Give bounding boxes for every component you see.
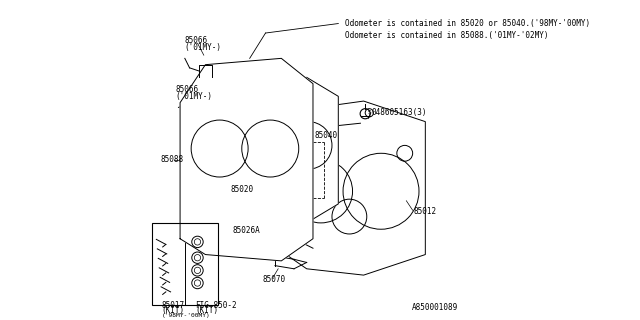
Text: Odometer is contained in 85088.('01MY-'02MY): Odometer is contained in 85088.('01MY-'0… [344, 31, 548, 40]
Text: FIG.850-2: FIG.850-2 [195, 301, 237, 310]
Text: 85066: 85066 [185, 36, 208, 45]
Text: ('98MY-'00MY): ('98MY-'00MY) [162, 313, 211, 318]
Bar [152, 223, 218, 305]
Text: 85070: 85070 [262, 276, 285, 284]
Text: 85026A: 85026A [232, 226, 260, 235]
Polygon shape [225, 77, 339, 223]
Polygon shape [286, 101, 426, 275]
Text: 85040: 85040 [315, 132, 338, 140]
Text: 85012: 85012 [413, 207, 436, 216]
Text: 85020: 85020 [230, 185, 254, 194]
Text: (KIT): (KIT) [195, 306, 218, 316]
Text: 85088: 85088 [161, 155, 184, 164]
Text: A850001089: A850001089 [412, 302, 458, 311]
Text: 85066: 85066 [175, 85, 198, 94]
Text: S: S [367, 110, 371, 115]
Text: ('01MY-): ('01MY-) [185, 43, 222, 52]
Text: 048605163(3): 048605163(3) [372, 108, 427, 117]
Text: Odometer is contained in 85020 or 85040.('98MY-'00MY): Odometer is contained in 85020 or 85040.… [344, 19, 589, 28]
Text: 85017: 85017 [162, 301, 185, 310]
Text: (KIT): (KIT) [162, 306, 185, 316]
Text: ('01MY-): ('01MY-) [175, 92, 212, 101]
Polygon shape [180, 58, 313, 261]
